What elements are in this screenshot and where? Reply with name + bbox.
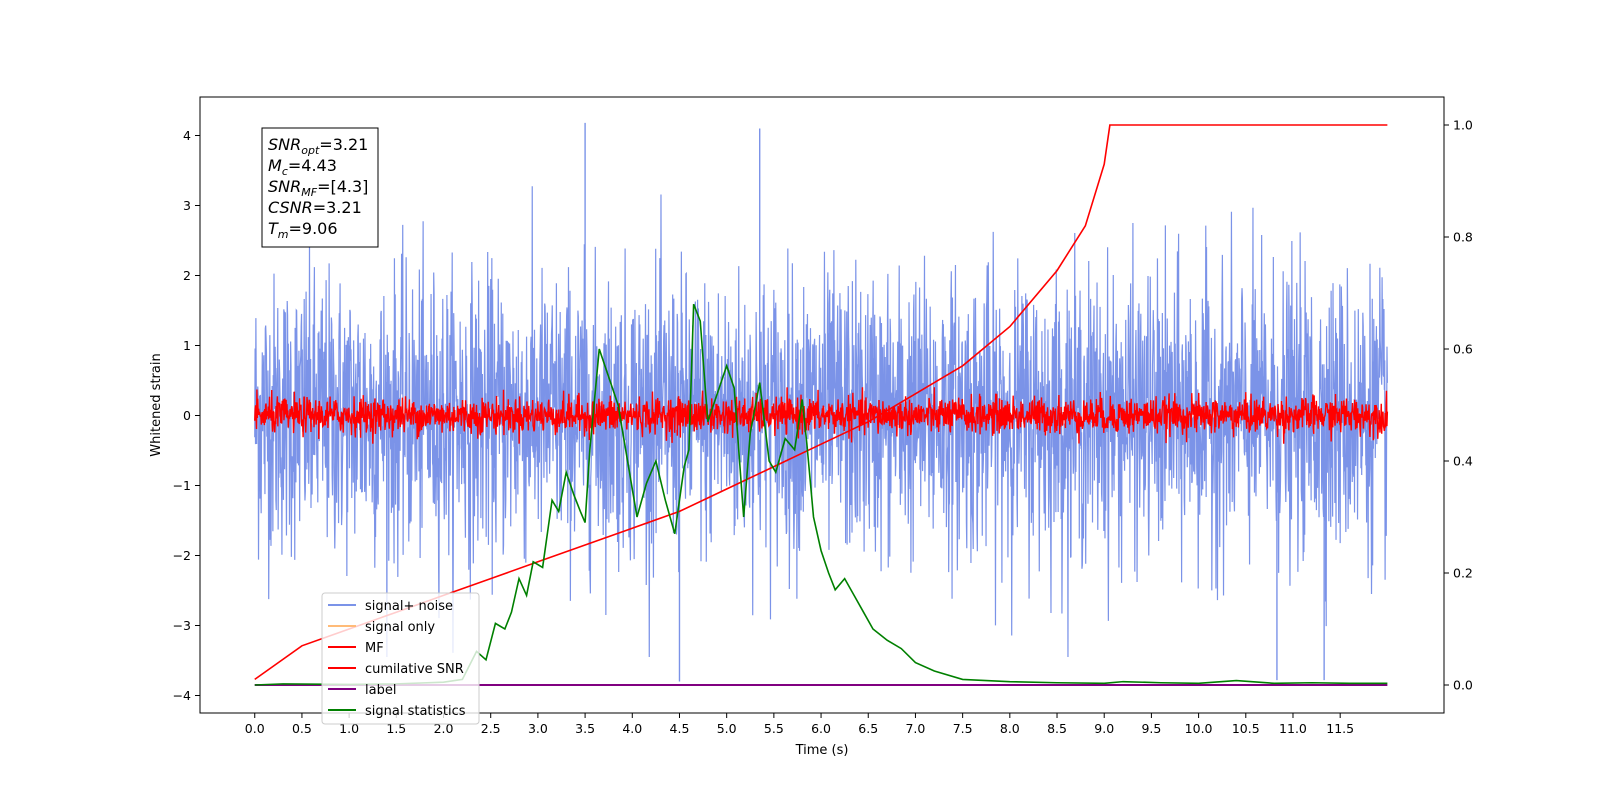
x-tick-label: 11.5 — [1326, 721, 1354, 736]
legend-item: cumilative SNR — [328, 662, 464, 677]
x-tick-label: 10.5 — [1232, 721, 1260, 736]
y-right-tick-label: 1.0 — [1453, 118, 1473, 133]
annotation-value: =3.21 — [319, 135, 368, 154]
annotation-line: Mc=4.43 — [268, 156, 337, 178]
x-tick-label: 5.5 — [764, 721, 784, 736]
annotation-subscript: c — [282, 165, 288, 178]
annotation-value: =[4.3] — [317, 177, 368, 196]
x-axis: 0.0 0.5 1.0 1.5 2.0 2.5 3.0 3.5 4.0 4.5 5.0 5.5 6.0 6… — [245, 713, 1354, 736]
annotation-line: CSNR=3.21 — [268, 198, 362, 217]
series-signal-statistics — [254, 303, 1388, 686]
annotation-var: T — [268, 219, 279, 238]
series-mf — [254, 387, 1389, 444]
stats-annotation-box: SNRopt=3.21Mc=4.43SNRMF=[4.3]CSNR=3.21Tm… — [261, 127, 379, 248]
y-left-tick-label: −2 — [173, 548, 191, 563]
x-tick-label: 1.0 — [339, 721, 359, 736]
legend-label: signal+ noise — [365, 599, 453, 614]
y-left-tick-label: −4 — [173, 688, 191, 703]
annotation-frame — [261, 127, 379, 248]
annotation-line: SNRopt=3.21 — [268, 135, 368, 157]
y-axis-left: 4 3 2 1 0 −1 −2 −3 −4 — [173, 128, 200, 703]
y-axis-right: 1.0 0.8 0.6 0.4 0.2 0.0 — [1444, 118, 1473, 693]
plot-frame — [199, 96, 1445, 714]
x-tick-label: 11.0 — [1279, 721, 1307, 736]
x-axis-label: Time (s) — [795, 743, 849, 758]
legend-frame — [321, 592, 480, 725]
x-tick-label: 7.0 — [905, 721, 925, 736]
legend-label: signal only — [365, 620, 435, 635]
x-tick-label: 9.0 — [1094, 721, 1114, 736]
legend-label: signal statistics — [365, 704, 466, 719]
y-right-tick-label: 0.0 — [1453, 678, 1473, 693]
y-left-tick-label: 4 — [183, 128, 191, 143]
y-left-tick-label: −1 — [173, 478, 191, 493]
legend-item: MF — [328, 641, 384, 656]
series-line — [254, 387, 1389, 444]
legend-label: label — [365, 683, 396, 698]
x-tick-label: 4.0 — [622, 721, 642, 736]
y-left-tick-label: 0 — [183, 408, 191, 423]
legend-item: signal+ noise — [328, 599, 453, 614]
annotation-var: CSNR — [268, 198, 313, 217]
x-tick-label: 0.5 — [292, 721, 312, 736]
y-left-tick-label: −3 — [173, 618, 191, 633]
legend-item: label — [328, 683, 396, 698]
x-tick-label: 3.5 — [575, 721, 595, 736]
x-tick-label: 3.0 — [528, 721, 548, 736]
x-tick-label: 10.0 — [1185, 721, 1213, 736]
x-tick-label: 6.5 — [858, 721, 878, 736]
annotation-value: =4.43 — [288, 156, 337, 175]
x-tick-label: 0.0 — [245, 721, 265, 736]
x-tick-label: 1.5 — [386, 721, 406, 736]
x-tick-label: 7.5 — [953, 721, 973, 736]
y-right-tick-label: 0.6 — [1453, 342, 1473, 357]
legend-item: signal statistics — [328, 704, 466, 719]
legend-label: cumilative SNR — [365, 662, 464, 677]
x-tick-label: 8.0 — [1000, 721, 1020, 736]
x-tick-label: 4.5 — [670, 721, 690, 736]
annotation-value: =3.21 — [313, 198, 362, 217]
annotation-var: SNR — [268, 135, 301, 154]
annotation-subscript: m — [278, 228, 289, 241]
x-tick-label: 9.5 — [1141, 721, 1161, 736]
annotation-subscript: opt — [301, 144, 320, 157]
legend: signal+ noise signal only MF cumilative SNR… — [321, 592, 480, 725]
y-left-tick-label: 2 — [183, 268, 191, 283]
annotation-var: SNR — [268, 177, 301, 196]
series-line — [254, 303, 1388, 686]
y-right-tick-label: 0.2 — [1453, 566, 1473, 581]
annotation-value: =9.06 — [289, 219, 338, 238]
x-tick-label: 6.0 — [811, 721, 831, 736]
x-tick-label: 2.0 — [434, 721, 454, 736]
y-right-tick-label: 0.4 — [1453, 454, 1473, 469]
x-tick-label: 2.5 — [481, 721, 501, 736]
y-axis-label: Whitened strain — [149, 353, 164, 456]
y-left-tick-label: 3 — [183, 198, 191, 213]
y-right-tick-label: 0.8 — [1453, 230, 1473, 245]
legend-item: signal only — [328, 620, 435, 635]
x-tick-label: 5.0 — [717, 721, 737, 736]
annotation-var: M — [268, 156, 282, 175]
y-left-tick-label: 1 — [183, 338, 191, 353]
annotation-line: SNRMF=[4.3] — [268, 177, 368, 199]
legend-label: MF — [365, 641, 384, 656]
annotation-line: Tm=9.06 — [268, 219, 338, 241]
x-tick-label: 8.5 — [1047, 721, 1067, 736]
annotation-subscript: MF — [301, 186, 317, 199]
